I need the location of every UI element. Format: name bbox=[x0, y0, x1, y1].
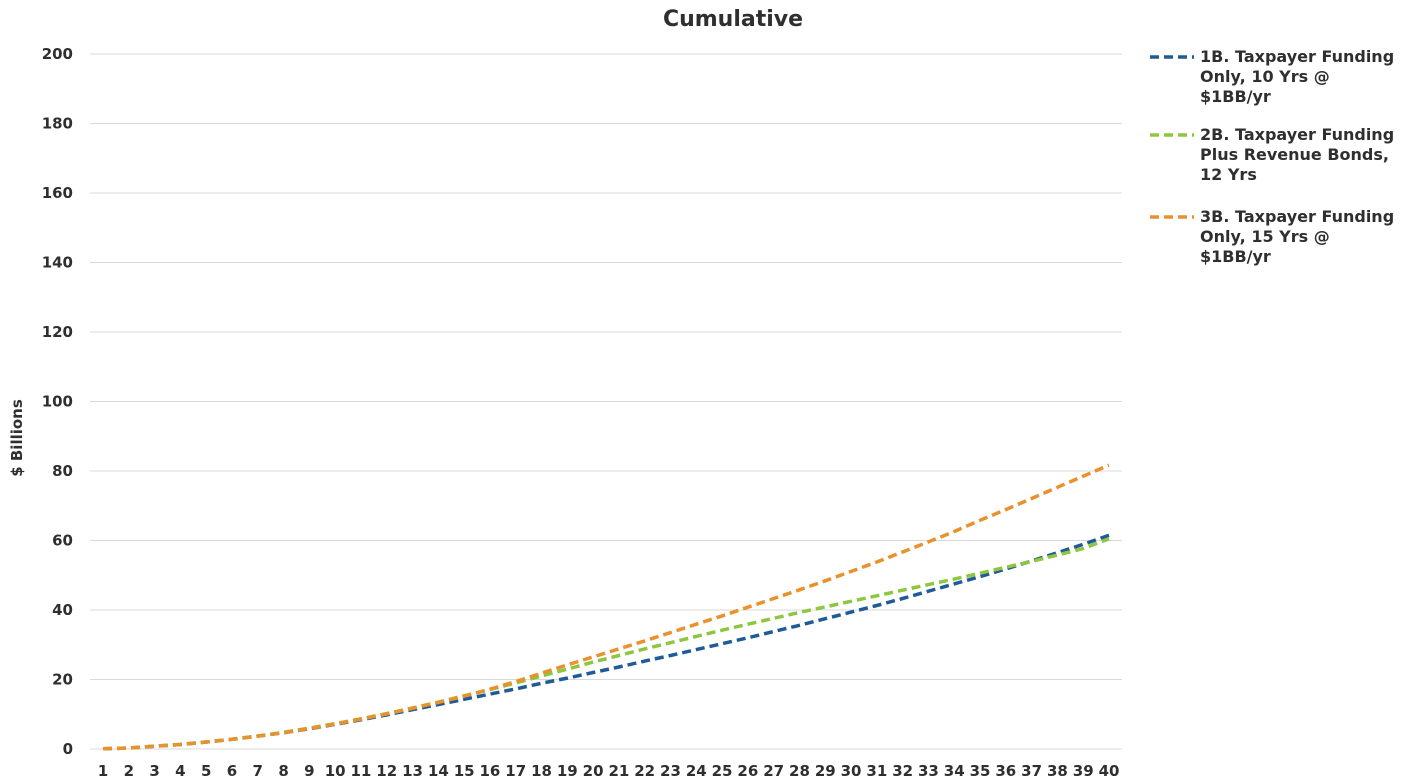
x-tick-label: 18 bbox=[531, 762, 552, 780]
x-tick-label: 3 bbox=[149, 762, 159, 780]
x-tick-label: 40 bbox=[1099, 762, 1120, 780]
x-tick-label: 20 bbox=[583, 762, 604, 780]
x-tick-label: 22 bbox=[634, 762, 655, 780]
y-axis-ticks: 0 20 40 60 80 100 120 140 160 180 200 bbox=[42, 45, 73, 758]
x-tick-label: 31 bbox=[866, 762, 887, 780]
series-line-2 bbox=[102, 537, 1110, 751]
gridlines bbox=[90, 53, 1122, 750]
y-axis-label: $ Billions bbox=[8, 399, 26, 477]
x-tick-label: 32 bbox=[892, 762, 913, 780]
x-tick-label: 16 bbox=[479, 762, 500, 780]
x-tick-label: 28 bbox=[789, 762, 810, 780]
x-tick-label: 19 bbox=[557, 762, 578, 780]
x-tick-label: 26 bbox=[737, 762, 758, 780]
x-tick-label: 8 bbox=[278, 762, 288, 780]
x-tick-label: 13 bbox=[402, 762, 423, 780]
x-tick-label: 9 bbox=[304, 762, 314, 780]
x-tick-label: 12 bbox=[376, 762, 397, 780]
x-tick-label: 6 bbox=[227, 762, 237, 780]
y-tick-label: 100 bbox=[42, 393, 73, 411]
x-tick-label: 25 bbox=[712, 762, 733, 780]
y-tick-label: 160 bbox=[42, 184, 73, 202]
x-tick-label: 37 bbox=[1021, 762, 1042, 780]
x-tick-label: 14 bbox=[428, 762, 449, 780]
x-tick-label: 33 bbox=[918, 762, 939, 780]
y-tick-label: 0 bbox=[63, 740, 73, 758]
y-tick-label: 60 bbox=[52, 532, 73, 550]
y-tick-label: 180 bbox=[42, 115, 73, 133]
x-tick-label: 27 bbox=[763, 762, 784, 780]
x-tick-label: 38 bbox=[1047, 762, 1068, 780]
y-tick-label: 140 bbox=[42, 254, 73, 272]
x-tick-label: 4 bbox=[175, 762, 185, 780]
x-tick-label: 34 bbox=[944, 762, 965, 780]
x-tick-label: 7 bbox=[253, 762, 263, 780]
y-tick-label: 40 bbox=[52, 601, 73, 619]
x-tick-label: 17 bbox=[505, 762, 526, 780]
x-axis-ticks: 1 2 3 4 5 6 7 8 9 10 11 12 13 14 15 16 17 18 19 20 21 22 23 24 2… bbox=[98, 762, 1120, 780]
x-tick-label: 36 bbox=[995, 762, 1016, 780]
legend-item-1: 1B. Taxpayer Funding Only, 10 Yrs @ $1BB/y… bbox=[1150, 47, 1394, 106]
legend-item-2: 2B. Taxpayer Funding Plus Revenue Bonds, 1… bbox=[1150, 125, 1394, 184]
x-tick-label: 11 bbox=[351, 762, 372, 780]
legend: 1B. Taxpayer Funding Only, 10 Yrs @ $1BB/y… bbox=[1150, 47, 1394, 266]
y-tick-label: 80 bbox=[52, 462, 73, 480]
x-tick-label: 1 bbox=[98, 762, 108, 780]
x-tick-label: 35 bbox=[970, 762, 991, 780]
x-tick-label: 23 bbox=[660, 762, 681, 780]
x-tick-label: 24 bbox=[686, 762, 707, 780]
series-line-1 bbox=[102, 533, 1110, 751]
series-line-3 bbox=[102, 463, 1110, 751]
y-tick-label: 120 bbox=[42, 323, 73, 341]
x-tick-label: 29 bbox=[815, 762, 836, 780]
legend-label: 2B. Taxpayer Funding Plus Revenue Bonds, 1… bbox=[1200, 125, 1394, 184]
x-tick-label: 30 bbox=[841, 762, 862, 780]
y-tick-label: 20 bbox=[52, 671, 73, 689]
x-tick-label: 10 bbox=[325, 762, 346, 780]
chart-title: Cumulative bbox=[663, 7, 803, 32]
x-tick-label: 2 bbox=[124, 762, 134, 780]
series-lines bbox=[102, 463, 1110, 751]
x-tick-label: 15 bbox=[454, 762, 475, 780]
x-tick-label: 39 bbox=[1073, 762, 1094, 780]
x-tick-label: 21 bbox=[608, 762, 629, 780]
legend-label: 1B. Taxpayer Funding Only, 10 Yrs @ $1BB/y… bbox=[1200, 47, 1394, 106]
legend-label: 3B. Taxpayer Funding Only, 15 Yrs @ $1BB/y… bbox=[1200, 207, 1394, 266]
x-tick-label: 5 bbox=[201, 762, 211, 780]
y-tick-label: 200 bbox=[42, 45, 73, 63]
legend-item-3: 3B. Taxpayer Funding Only, 15 Yrs @ $1BB/y… bbox=[1150, 207, 1394, 266]
